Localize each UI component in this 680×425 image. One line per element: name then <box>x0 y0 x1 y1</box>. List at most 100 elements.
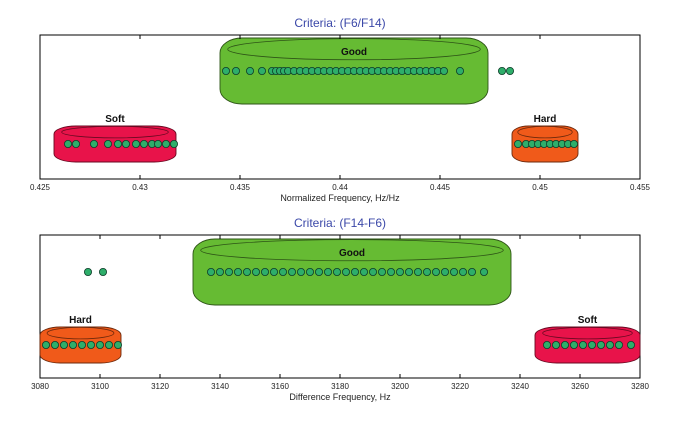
chart-title: Criteria: (F6/F14) <box>294 16 385 30</box>
data-point <box>161 139 170 148</box>
data-point <box>350 267 359 276</box>
data-point <box>257 67 266 76</box>
data-point <box>449 267 458 276</box>
data-point <box>78 340 87 349</box>
data-point <box>131 139 140 148</box>
data-point <box>84 267 93 276</box>
data-point <box>615 340 624 349</box>
data-point <box>104 139 113 148</box>
data-point <box>497 67 506 76</box>
x-tick-label: 3140 <box>211 382 229 391</box>
data-point <box>458 267 467 276</box>
cluster-label: Soft <box>105 114 125 125</box>
x-axis-label: Normalized Frequency, Hz/Hz <box>280 193 400 203</box>
series-4 <box>514 139 579 148</box>
data-point <box>597 340 606 349</box>
data-point <box>72 139 81 148</box>
data-point <box>122 139 131 148</box>
x-tick-label: 3180 <box>331 382 349 391</box>
cluster-label: Soft <box>578 315 598 326</box>
x-axis-label: Difference Frequency, Hz <box>289 392 391 402</box>
series-3 <box>64 139 178 148</box>
data-point <box>455 67 464 76</box>
series-2 <box>84 267 108 276</box>
cluster-label: Good <box>341 47 367 58</box>
cluster-top-rim <box>61 125 169 139</box>
data-point <box>242 267 251 276</box>
cluster-top-rim <box>227 38 481 61</box>
series-4 <box>543 340 636 349</box>
data-point <box>269 267 278 276</box>
x-tick-label: 3160 <box>271 382 289 391</box>
data-point <box>305 267 314 276</box>
data-point <box>359 267 368 276</box>
data-point <box>627 340 636 349</box>
data-point <box>60 340 69 349</box>
data-point <box>287 267 296 276</box>
data-point <box>245 67 254 76</box>
data-point <box>479 267 488 276</box>
x-tick-label: 0.43 <box>132 183 148 192</box>
series-2 <box>497 67 514 76</box>
x-tick-label: 3240 <box>511 382 529 391</box>
data-point <box>215 267 224 276</box>
x-tick-label: 3200 <box>391 382 409 391</box>
data-point <box>233 267 242 276</box>
x-tick-label: 3260 <box>571 382 589 391</box>
data-point <box>278 267 287 276</box>
cluster-top-rim <box>517 125 573 139</box>
cluster-top-rim <box>46 326 115 340</box>
data-point <box>431 267 440 276</box>
chart-panel-2: Criteria: (F14-F6) Good Hard Soft 3080 3100 31… <box>31 216 649 402</box>
data-point <box>341 267 350 276</box>
data-point <box>332 267 341 276</box>
data-point <box>439 67 448 76</box>
data-point <box>368 267 377 276</box>
data-point <box>377 267 386 276</box>
data-point <box>404 267 413 276</box>
data-point <box>90 139 99 148</box>
x-tick-label: 0.45 <box>532 183 548 192</box>
data-point <box>42 340 51 349</box>
data-point <box>514 139 523 148</box>
series-1 <box>221 67 464 76</box>
data-point <box>105 340 114 349</box>
data-point <box>588 340 597 349</box>
data-point <box>395 267 404 276</box>
data-point <box>386 267 395 276</box>
data-point <box>570 139 579 148</box>
data-point <box>606 340 615 349</box>
data-point <box>87 340 96 349</box>
data-point <box>99 267 108 276</box>
data-point <box>64 139 73 148</box>
cluster-top-rim <box>200 239 504 262</box>
data-point <box>552 340 561 349</box>
series-3 <box>42 340 123 349</box>
data-point <box>96 340 105 349</box>
data-point <box>413 267 422 276</box>
x-tick-label: 3100 <box>91 382 109 391</box>
x-tick-label: 0.455 <box>630 183 651 192</box>
data-point <box>260 267 269 276</box>
data-point <box>114 139 123 148</box>
data-point <box>543 340 552 349</box>
chart-panel-1: Criteria: (F6/F14) Good Soft Hard 0.425 0.43 0… <box>30 16 651 203</box>
x-tick-label: 3120 <box>151 382 169 391</box>
data-point <box>139 139 148 148</box>
x-tick-label: 0.425 <box>30 183 51 192</box>
data-point <box>51 340 60 349</box>
data-point <box>231 67 240 76</box>
cluster-label: Hard <box>534 114 557 125</box>
data-point <box>69 340 78 349</box>
x-tick-label: 3280 <box>631 382 649 391</box>
data-point <box>422 267 431 276</box>
data-point <box>296 267 305 276</box>
x-tick-label: 3080 <box>31 382 49 391</box>
data-point <box>169 139 178 148</box>
data-point <box>224 267 233 276</box>
x-tick-label: 0.435 <box>230 183 251 192</box>
data-point <box>114 340 123 349</box>
data-point <box>323 267 332 276</box>
x-tick-label: 3220 <box>451 382 469 391</box>
